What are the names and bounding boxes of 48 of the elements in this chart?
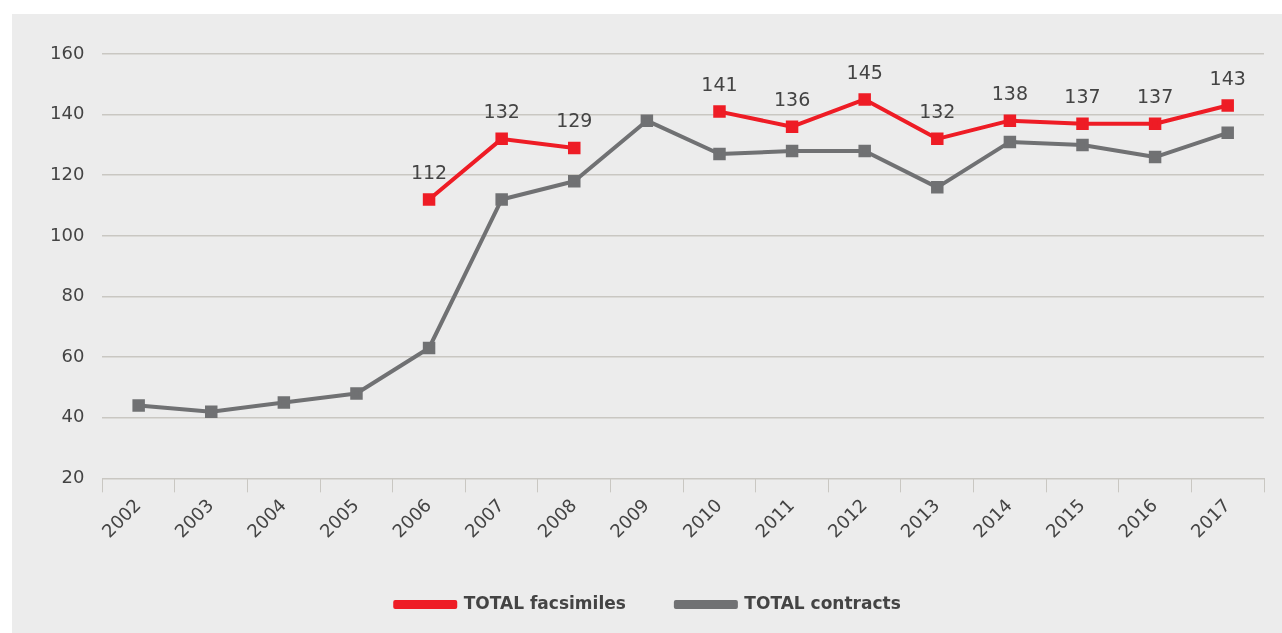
y-tick-label: 20 — [61, 466, 85, 488]
legend-label: TOTAL contracts — [744, 592, 901, 613]
data-label: 145 — [846, 60, 883, 83]
data-label: 143 — [1209, 66, 1246, 89]
point — [858, 93, 871, 106]
point — [640, 114, 654, 127]
point — [1221, 126, 1234, 140]
point — [1076, 138, 1089, 152]
y-tick-label: 160 — [50, 41, 85, 63]
data-label: 137 — [1064, 85, 1101, 108]
point — [858, 144, 871, 158]
data-label: 136 — [773, 88, 811, 111]
y-tick-label: 40 — [61, 405, 85, 427]
point — [495, 193, 508, 206]
point — [1148, 150, 1162, 164]
legend-label: TOTAL facsimiles — [463, 592, 626, 613]
point — [205, 405, 218, 418]
point — [931, 181, 944, 194]
point — [350, 387, 363, 400]
point — [713, 147, 726, 161]
point — [713, 105, 726, 118]
point — [422, 193, 436, 206]
point — [1003, 135, 1017, 149]
point — [568, 141, 581, 155]
point — [1076, 117, 1089, 130]
data-label: 132 — [919, 100, 956, 123]
y-tick-label: 60 — [61, 344, 85, 366]
data-label: 132 — [483, 100, 520, 123]
point — [785, 144, 799, 158]
point — [132, 399, 145, 412]
data-label: 129 — [556, 109, 593, 132]
point — [1221, 99, 1234, 112]
point — [931, 132, 944, 146]
point — [277, 396, 291, 409]
y-tick-label: 120 — [50, 162, 85, 184]
data-label: 141 — [701, 73, 738, 96]
y-tick-label: 80 — [61, 284, 85, 306]
point — [495, 132, 508, 146]
data-label: 112 — [410, 160, 448, 183]
y-tick-label: 100 — [50, 223, 85, 245]
y-tick-label: 140 — [50, 102, 85, 124]
data-label: 137 — [1136, 85, 1174, 108]
point — [1148, 117, 1162, 130]
point — [422, 341, 436, 355]
point — [568, 175, 581, 188]
data-label: 138 — [991, 82, 1029, 105]
point — [1003, 114, 1017, 127]
point — [785, 120, 799, 133]
